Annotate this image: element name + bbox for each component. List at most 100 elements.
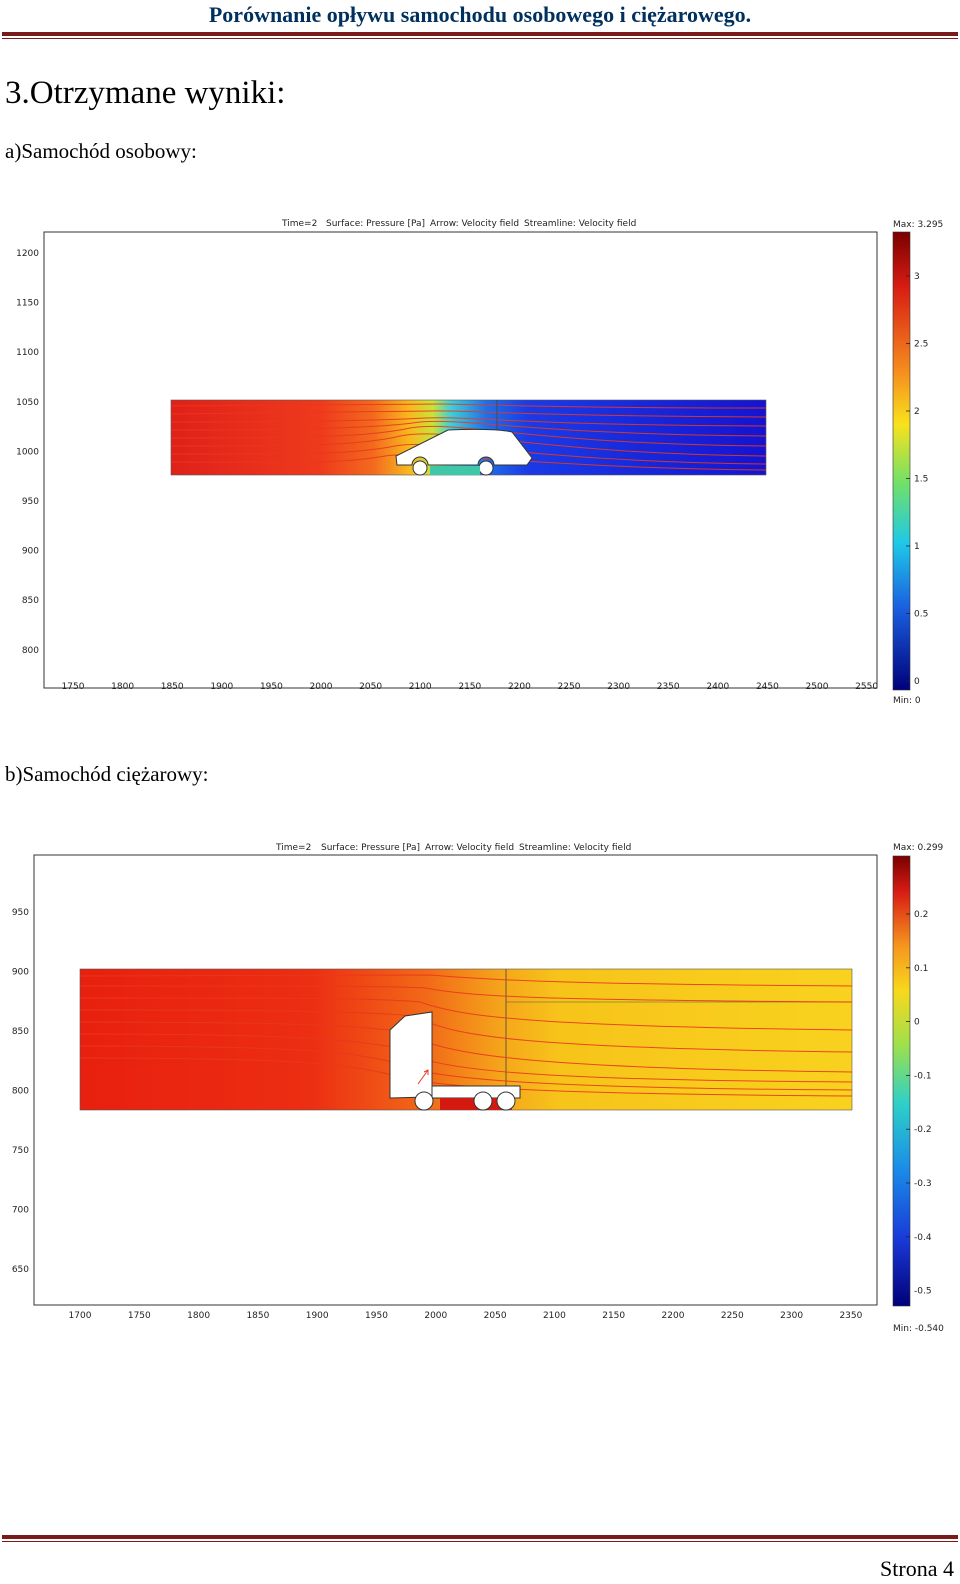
colorbar-tick-label: 0.1 — [914, 964, 928, 974]
section-title: 3.Otrzymane wyniki: — [5, 75, 286, 111]
y-tick-label: 850 — [22, 596, 39, 606]
footer-rule-thin — [2, 1541, 958, 1542]
underbody-gap — [430, 466, 480, 475]
document-header-title: Porównanie opływu samochodu osobowego i … — [208, 2, 752, 27]
x-tick-label: 1950 — [260, 682, 283, 692]
passenger-car-plot: Time=2 Surface: Pressure [Pa] Arrow: Vel… — [16, 219, 943, 706]
figure-passenger-car: Time=2 Surface: Pressure [Pa] Arrow: Vel… — [0, 212, 960, 712]
x-tick-label: 2250 — [558, 682, 581, 692]
figure-b-caption: b)Samochód ciężarowy: — [5, 762, 209, 786]
x-tick-label: 2300 — [780, 1311, 803, 1321]
x-tick-label: 2000 — [424, 1311, 447, 1321]
y-tick-label: 1200 — [16, 249, 39, 259]
colorbar-tick-label: 0.2 — [914, 910, 928, 920]
y-tick-label: 950 — [12, 908, 29, 918]
x-tick-label: 2100 — [543, 1311, 566, 1321]
x-axis-ticks: 1750 1800 1850 1900 1950 2000 2050 2100 2150 2200… — [62, 682, 879, 692]
colorbar-tick-label: -0.2 — [914, 1125, 932, 1135]
y-tick-label: 650 — [12, 1265, 29, 1275]
y-tick-label: 900 — [12, 968, 29, 978]
plot-title-time: Time=2 — [275, 843, 311, 853]
colorbar-tick-label: 1 — [914, 542, 920, 552]
x-tick-label: 2200 — [662, 1311, 685, 1321]
plot-title-surface: Surface: Pressure [Pa] — [321, 843, 420, 853]
x-tick-label: 2050 — [359, 682, 382, 692]
y-tick-label: 700 — [12, 1206, 29, 1216]
colorbar-tick-label: -0.1 — [914, 1071, 932, 1081]
colorbar-tick-label: 1.5 — [914, 475, 928, 485]
colorbar-tick-label: -0.4 — [914, 1233, 932, 1243]
plot-title-time: Time=2 — [281, 219, 317, 229]
truck-rear-wheel-2-icon — [496, 1091, 516, 1111]
x-tick-label: 1750 — [62, 682, 85, 692]
x-tick-label: 2450 — [756, 682, 779, 692]
x-tick-label: 2150 — [602, 1311, 625, 1321]
colorbar-min-label: Min: 0 — [893, 696, 921, 706]
y-tick-label: 850 — [12, 1027, 29, 1037]
colorbar-min-label: Min: -0.540 — [893, 1324, 944, 1334]
plot-title-streamline: Streamline: Velocity field — [519, 843, 631, 853]
y-axis-ticks: 1200 1150 1100 1050 1000 950 900 850 800 — [16, 249, 39, 656]
colorbar — [892, 855, 911, 1307]
x-tick-label: 2500 — [806, 682, 829, 692]
colorbar-tick-label: 0 — [914, 1018, 920, 1028]
colorbar-tick-label: 2.5 — [914, 340, 928, 350]
x-tick-label: 1800 — [187, 1311, 210, 1321]
colorbar — [892, 231, 911, 691]
plot-title-surface: Surface: Pressure [Pa] — [326, 219, 425, 229]
x-tick-label: 1850 — [246, 1311, 269, 1321]
footer-rule-thick — [2, 1535, 958, 1539]
x-tick-label: 1900 — [210, 682, 233, 692]
x-tick-label: 1950 — [365, 1311, 388, 1321]
x-tick-label: 1900 — [306, 1311, 329, 1321]
x-tick-label: 2000 — [310, 682, 333, 692]
plot-title-arrow: Arrow: Velocity field — [425, 843, 514, 853]
colorbar-max-label: Max: 0.299 — [893, 843, 944, 853]
plot-title-streamline: Streamline: Velocity field — [524, 219, 636, 229]
colorbar-tick-label: 0 — [914, 677, 920, 687]
streamlines — [170, 403, 767, 471]
colorbar-tick-label: 0.5 — [914, 610, 928, 620]
x-tick-label: 2050 — [484, 1311, 507, 1321]
x-tick-label: 2350 — [657, 682, 680, 692]
colorbar-max-label: Max: 3.295 — [893, 220, 943, 230]
colorbar-tick-label: -0.3 — [914, 1179, 932, 1189]
x-tick-label: 2100 — [409, 682, 432, 692]
x-tick-label: 2150 — [458, 682, 481, 692]
car-front-wheel-icon — [412, 460, 428, 476]
y-tick-label: 750 — [12, 1146, 29, 1156]
car-body-icon — [395, 428, 533, 466]
car-rear-wheel-icon — [478, 460, 494, 476]
y-tick-label: 950 — [22, 497, 39, 507]
header-rule-thick — [2, 32, 958, 36]
y-tick-label: 800 — [22, 646, 39, 656]
y-tick-label: 1150 — [16, 299, 39, 309]
truck-front-wheel-icon — [414, 1091, 434, 1111]
x-tick-label: 2300 — [607, 682, 630, 692]
colorbar-tick-label: 2 — [914, 407, 920, 417]
plot-title-arrow: Arrow: Velocity field — [430, 219, 519, 229]
x-tick-label: 2400 — [706, 682, 729, 692]
y-tick-label: 800 — [12, 1087, 29, 1097]
x-tick-label: 1750 — [128, 1311, 151, 1321]
x-tick-label: 1850 — [161, 682, 184, 692]
figure-a-caption: a)Samochód osobowy: — [5, 139, 197, 163]
x-tick-label: 2350 — [839, 1311, 862, 1321]
colorbar-tick-label: 3 — [914, 272, 920, 282]
velocity-arrow-icon — [417, 1069, 429, 1085]
x-tick-label: 1800 — [111, 682, 134, 692]
x-axis-ticks: 1700 1750 1800 1850 1900 1950 2000 2050 2100 2150… — [69, 1311, 863, 1321]
x-tick-label: 2550 — [855, 682, 878, 692]
page-number: Strona 4 — [880, 1556, 954, 1581]
figure-truck: Time=2 Surface: Pressure [Pa] Arrow: Vel… — [0, 836, 960, 1340]
y-tick-label: 1050 — [16, 398, 39, 408]
colorbar-ticks: 3 2.5 2 1.5 1 0.5 0 — [906, 272, 928, 687]
y-tick-label: 1100 — [16, 348, 39, 358]
y-axis-ticks: 950 900 850 800 750 700 650 — [12, 908, 29, 1275]
truck-plot: Time=2 Surface: Pressure [Pa] Arrow: Vel… — [12, 843, 944, 1334]
colorbar-ticks: 0.2 0.1 0 -0.1 -0.2 -0.3 -0.4 -0.5 — [906, 910, 932, 1297]
header-rule-thin — [2, 38, 958, 39]
x-tick-label: 2200 — [508, 682, 531, 692]
y-tick-label: 900 — [22, 547, 39, 557]
x-tick-label: 2250 — [721, 1311, 744, 1321]
